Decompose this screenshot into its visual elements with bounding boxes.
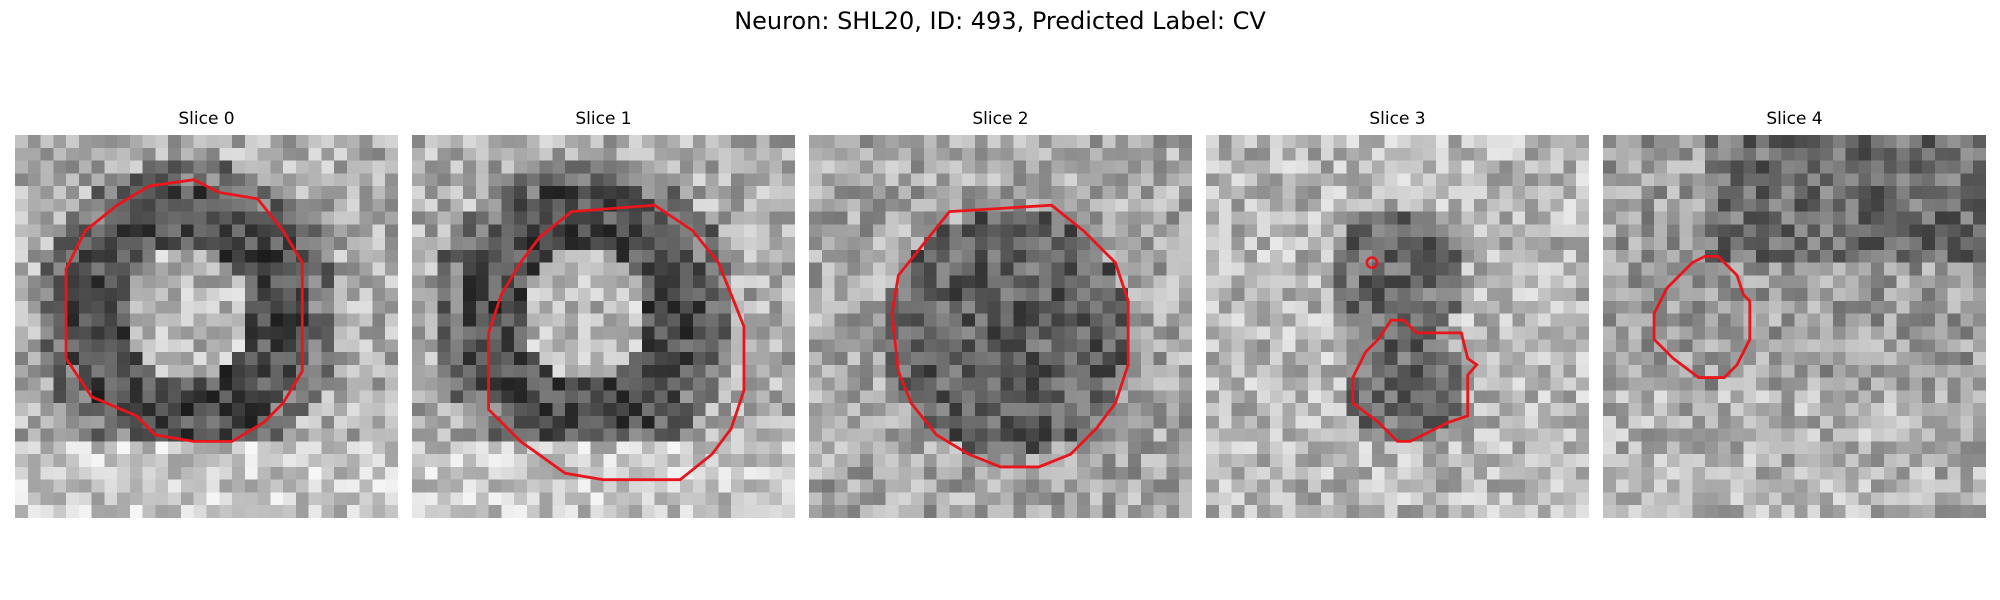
slice-image: [1603, 135, 1986, 518]
segmentation-contour: [487, 203, 746, 482]
figure-title: Neuron: SHL20, ID: 493, Predicted Label:…: [734, 7, 1266, 35]
slice-image: [1206, 135, 1589, 518]
em-pixel-grid: [1603, 135, 1986, 518]
slice-title: Slice 3: [1369, 109, 1426, 129]
slice-title: Slice 2: [972, 109, 1029, 129]
slice-title: Slice 0: [178, 109, 235, 129]
slice-image: [809, 135, 1192, 518]
slice-title: Slice 4: [1766, 109, 1823, 129]
small-contour: [1365, 256, 1379, 270]
em-pixel-grid: [15, 135, 398, 518]
segmentation-contour: [890, 203, 1130, 469]
segmentation-contour: [1351, 318, 1479, 443]
segmentation-contour: [64, 178, 304, 443]
em-pixel-grid: [412, 135, 795, 518]
slice-title: Slice 1: [575, 109, 632, 129]
em-pixel-grid: [1206, 135, 1589, 518]
slice-image: [15, 135, 398, 518]
em-pixel-grid: [809, 135, 1192, 518]
segmentation-contour: [1652, 254, 1752, 379]
slice-image: [412, 135, 795, 518]
